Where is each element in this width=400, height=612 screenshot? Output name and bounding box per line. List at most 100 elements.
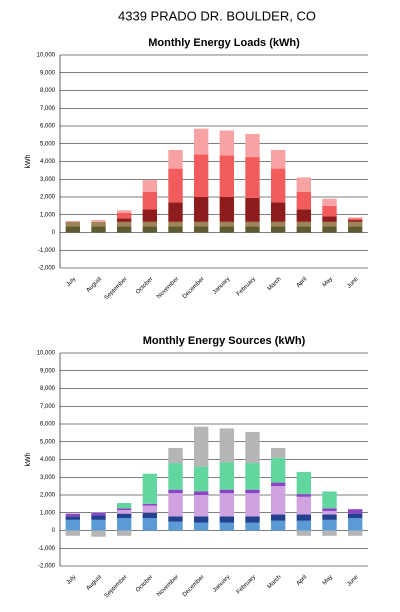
bar-segment — [116, 530, 132, 536]
bar-segment — [347, 513, 363, 519]
bar-segment — [347, 220, 363, 222]
y-tick-label: 1,000 — [40, 510, 56, 516]
bar-segment — [270, 168, 286, 203]
bar-segment — [296, 496, 312, 515]
bar-segment — [193, 154, 209, 197]
bar-segment — [296, 520, 312, 531]
bar-segment — [270, 149, 286, 169]
bar-segment — [245, 157, 260, 198]
bar-segment — [322, 530, 337, 536]
bar-segment — [116, 508, 132, 511]
x-tick-label: February — [236, 276, 257, 297]
y-tick-label: 7,000 — [40, 404, 56, 410]
x-tick-label: June — [346, 276, 360, 290]
bar-segment — [270, 520, 286, 531]
bar-segment — [219, 221, 235, 227]
x-tick-label: October — [135, 276, 154, 295]
y-tick-label: 5,000 — [40, 439, 56, 445]
x-tick-label: April — [296, 276, 309, 289]
bar-segment — [322, 519, 337, 531]
y-tick-label: 6,000 — [40, 422, 56, 428]
bar-segment — [65, 519, 81, 531]
bar-segment — [347, 530, 363, 536]
bar-segment — [168, 226, 183, 233]
chart-title: Monthly Energy Sources (kWh) — [143, 335, 306, 347]
bar-segment — [245, 133, 260, 158]
bar-segment — [142, 473, 158, 504]
bar-segment — [219, 197, 235, 222]
bar-segment — [91, 226, 106, 233]
bar-segment — [116, 226, 132, 233]
y-tick-label: 9,000 — [40, 70, 56, 76]
bar-segment — [219, 489, 235, 494]
y-tick-label: 3,000 — [40, 177, 56, 183]
x-tick-label: August — [86, 574, 104, 592]
bar-segment — [193, 466, 209, 492]
chart-title: Monthly Energy Loads (kWh) — [148, 37, 300, 49]
bar-segment — [245, 221, 260, 227]
bar-segment — [322, 205, 337, 217]
bar-segment — [65, 221, 81, 227]
bar-segment — [322, 508, 337, 511]
bar-segment — [296, 221, 312, 227]
x-tick-label: September — [104, 574, 129, 599]
bar-segment — [270, 482, 286, 487]
y-tick-label: 2,000 — [40, 493, 56, 499]
bar-segment — [142, 180, 158, 192]
bar-segment — [270, 514, 286, 521]
bar-segment — [270, 226, 286, 233]
x-tick-label: December — [182, 574, 206, 598]
bar-segment — [193, 197, 209, 222]
bar-segment — [168, 463, 183, 490]
bar-segment — [296, 191, 312, 210]
x-tick-label: December — [182, 276, 206, 300]
y-tick-label: -2,000 — [38, 564, 56, 570]
bar-segment — [168, 221, 183, 227]
bar-segment — [219, 130, 235, 156]
bar-segment — [296, 494, 312, 497]
bar-segment — [91, 519, 106, 531]
bar-segment — [296, 514, 312, 521]
bar-segment — [219, 155, 235, 197]
x-tick-label: July — [66, 276, 78, 288]
x-tick-label: September — [104, 276, 129, 301]
bar-segment — [116, 218, 132, 222]
x-tick-label: May — [322, 574, 334, 586]
bar-segment — [219, 462, 235, 490]
bar-segment — [245, 493, 260, 517]
bar-segment — [65, 530, 81, 536]
bar-segment — [270, 221, 286, 227]
bar-segment — [322, 226, 337, 233]
bar-segment — [168, 168, 183, 203]
bar-segment — [168, 202, 183, 222]
y-tick-label: 7,000 — [40, 106, 56, 112]
y-tick-label: 4,000 — [40, 457, 56, 463]
bar-segment — [116, 510, 132, 514]
bar-segment — [322, 216, 337, 222]
bar-segment — [296, 530, 312, 536]
x-tick-label: April — [296, 574, 309, 587]
bar-segment — [270, 486, 286, 515]
y-tick-label: 0 — [52, 528, 56, 534]
y-tick-label: 6,000 — [40, 124, 56, 130]
bar-segment — [219, 516, 235, 523]
bar-segment — [91, 220, 106, 222]
bar-segment — [116, 513, 132, 519]
bar-segment — [193, 522, 209, 531]
bar-segment — [91, 512, 106, 516]
bar-segment — [270, 457, 286, 483]
bar-segment — [65, 516, 81, 520]
y-axis-label: kWh — [25, 154, 32, 168]
bar-segment — [116, 210, 132, 213]
bar-segment — [193, 491, 209, 495]
y-tick-label: 3,000 — [40, 475, 56, 481]
bar-segment — [322, 514, 337, 520]
bar-segment — [245, 516, 260, 523]
bar-segment — [142, 503, 158, 506]
bar-segment — [347, 518, 363, 531]
bar-segment — [116, 221, 132, 227]
bar-segment — [245, 489, 260, 494]
x-tick-label: March — [267, 276, 283, 292]
y-tick-label: -1,000 — [38, 248, 56, 254]
